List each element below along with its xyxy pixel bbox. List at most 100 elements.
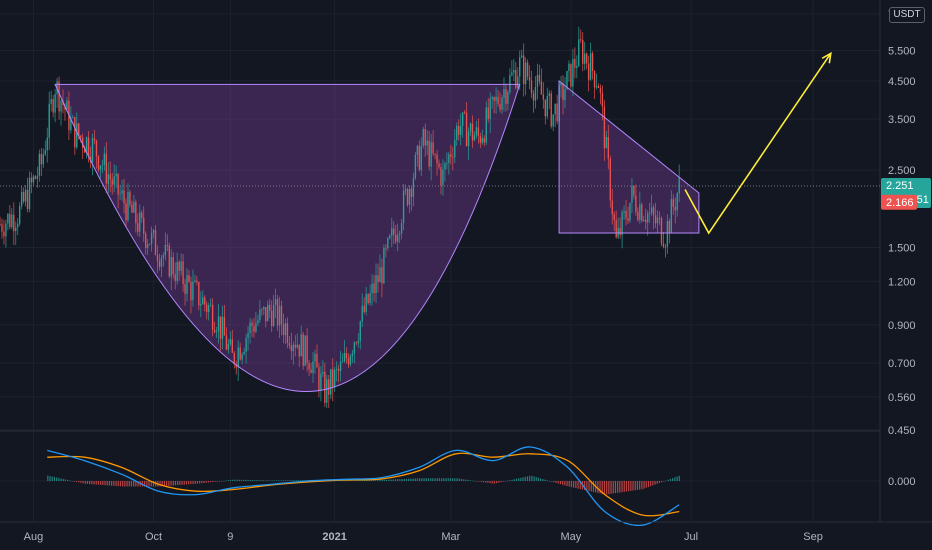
macd-hist-bar [179,481,181,485]
candle [107,162,109,194]
macd-hist-bar [300,480,302,481]
candle [639,191,641,224]
candle [146,238,149,255]
handle-pattern-outline[interactable] [558,79,700,234]
macd-hist-bar [386,479,388,481]
candle [519,50,521,90]
candle [383,244,385,285]
candle [597,83,600,89]
macd-hist-bar [548,480,551,482]
candle [261,308,263,316]
time-axis[interactable]: Aug Oct 9 2021 Mar May Jul Sep [24,531,823,543]
projection-line[interactable] [684,52,832,235]
macd-hist-bar [667,479,669,481]
macd-hist-bar [258,480,260,481]
candle [148,243,151,246]
candle [204,295,206,312]
macd-hist-bar [531,475,533,481]
macd-hist-bar [218,481,221,482]
candle [66,97,68,110]
macd-hist-bar [645,481,647,488]
macd-hist-bar [69,480,71,481]
currency-badge[interactable]: USDT [889,7,925,23]
macd-hist-bar [522,477,524,481]
macd-hist-bar [223,480,225,482]
macd-hist-bar [412,478,414,481]
candle [414,152,417,181]
candle [564,76,566,109]
macd-hist-bar [562,481,564,485]
macd-hist-bar [199,481,201,484]
macd-hist-bar [546,480,548,481]
cup-pattern-outline[interactable] [54,83,521,392]
candle [217,303,220,344]
candle [505,83,507,112]
candle [28,171,31,213]
candle [623,205,625,220]
macd-hist-bar [625,481,628,492]
macd-hist-bar [394,479,397,481]
candle [627,206,629,225]
macd-hist-bar [73,481,75,482]
candle [353,341,356,364]
candle [379,254,381,283]
candle [410,185,413,211]
macd-hist-bar [617,481,619,493]
macd-hist-bar [370,480,372,481]
macd-hist-bar [280,480,282,481]
macd-hist-bar [71,480,73,482]
candle [361,293,363,328]
candle [375,263,377,304]
macd-hist-bar [487,481,489,483]
macd-hist-bar [654,481,656,485]
macd-hist-bar [181,481,183,485]
macd-hist-bar [551,481,553,482]
price-tick-label: 1.500 [888,243,916,255]
macd-hist-bar [557,481,559,484]
candle [95,139,98,169]
macd-hist-bar [282,480,284,481]
candle [332,358,334,402]
macd-hist-bar [564,481,566,486]
macd-hist-bar [168,481,170,486]
candle [168,242,171,279]
macd-hist-bar [656,481,658,484]
macd-hist-bar [474,480,476,482]
candle [113,164,115,193]
candle [133,195,135,214]
candle [491,95,493,109]
candle [239,342,241,361]
candle [241,352,243,365]
macd-hist-bar [390,479,392,481]
candle [135,199,137,233]
candle [485,101,487,145]
macd-hist-bar [141,481,144,487]
candle [32,174,35,186]
candle [538,64,541,85]
candle [324,363,326,407]
candle [576,55,578,79]
candle [465,102,468,147]
macd-hist-bar [482,481,485,483]
macd-hist-bar [592,481,595,492]
macd-hist-bar [342,480,344,482]
candle [190,276,192,314]
macd-hist-bar [410,478,412,481]
candle [587,55,590,92]
macd-hist-bar [108,481,111,486]
macd-hist-bar [357,480,359,481]
macd-hist-bar [366,480,368,481]
price-axis[interactable]: 75.5004.5003.5002.5001.5001.2000.9000.70… [888,9,916,437]
candle [672,194,674,215]
macd-hist-bar [161,481,163,487]
candle [259,300,261,324]
macd-hist-bar [674,477,676,481]
candle [143,206,145,242]
candle [438,159,440,170]
candle [117,172,119,209]
candle [99,165,102,179]
macd-hist-bar [575,481,577,489]
last-price-value: 2.251 [886,180,914,192]
candle [583,41,586,71]
